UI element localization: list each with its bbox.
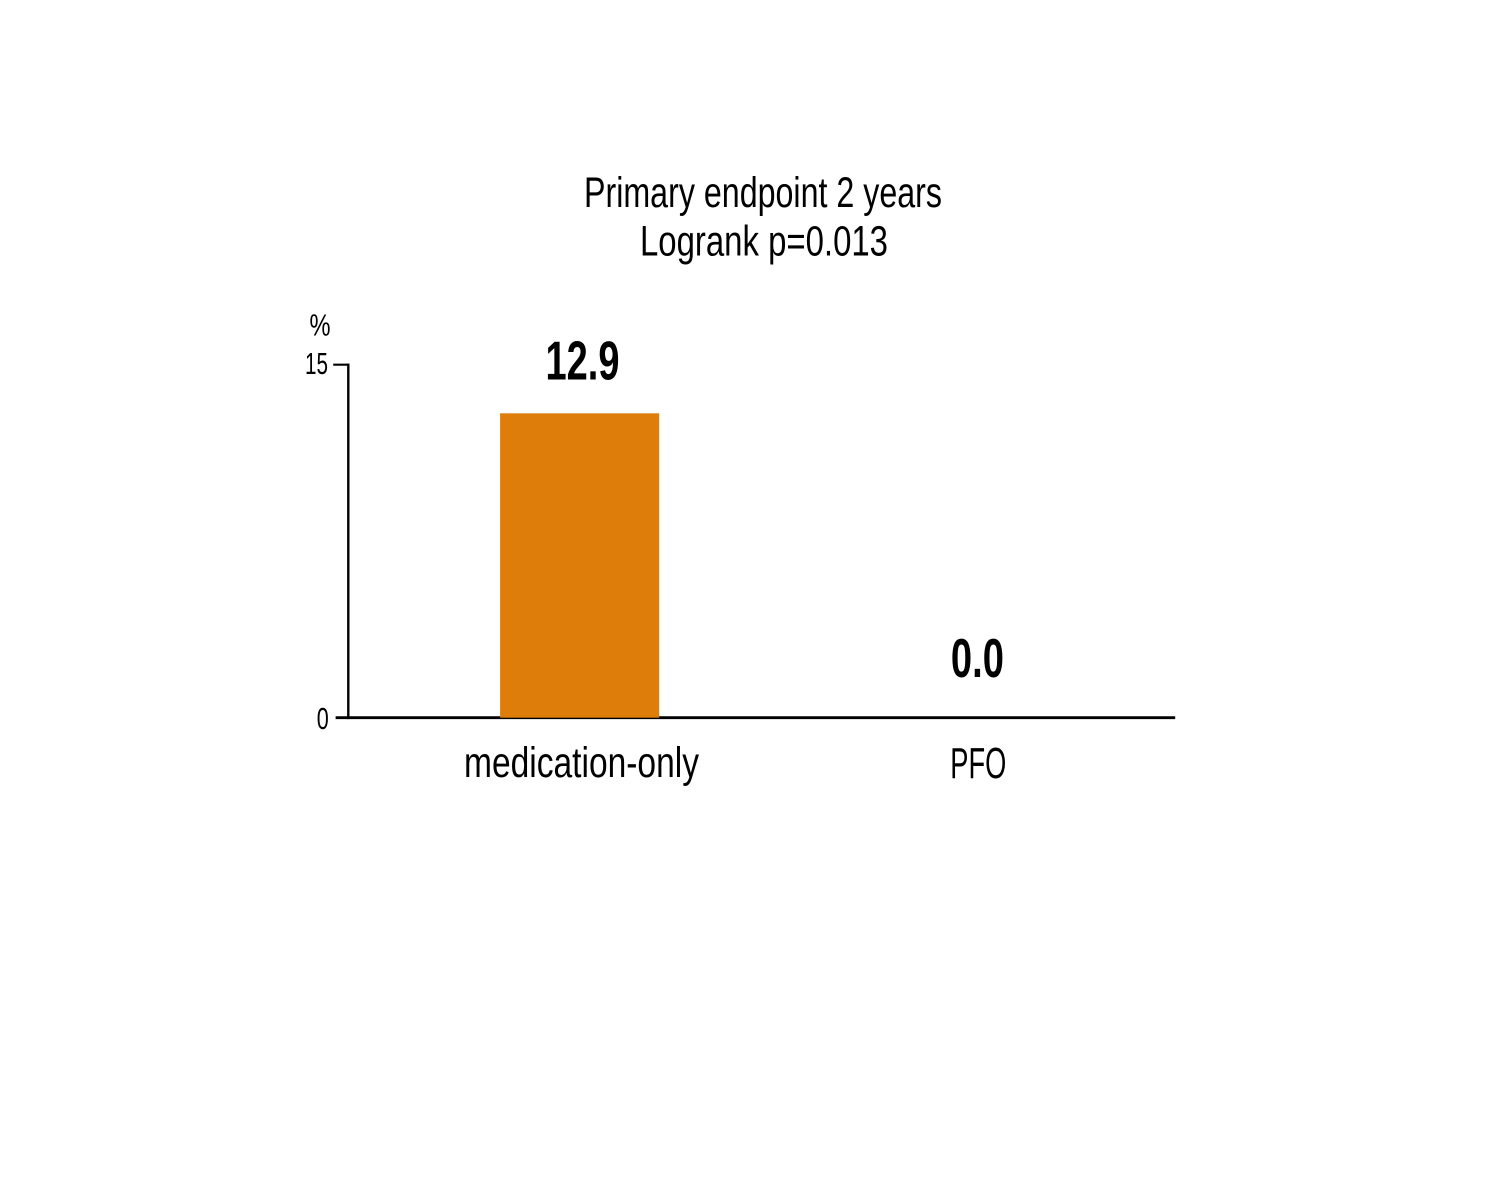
- svg-text:%: %: [310, 308, 331, 342]
- svg-text:Primary endpoint 2 years: Primary endpoint 2 years: [584, 169, 942, 216]
- svg-text:0: 0: [317, 702, 329, 736]
- svg-text:PFO: PFO: [950, 739, 1006, 788]
- svg-text:medication-only: medication-only: [464, 739, 700, 786]
- svg-text:15: 15: [305, 347, 328, 381]
- svg-text:Logrank p=0.013: Logrank p=0.013: [640, 218, 888, 265]
- svg-text:12.9: 12.9: [546, 330, 620, 391]
- svg-text:0.0: 0.0: [951, 628, 1004, 689]
